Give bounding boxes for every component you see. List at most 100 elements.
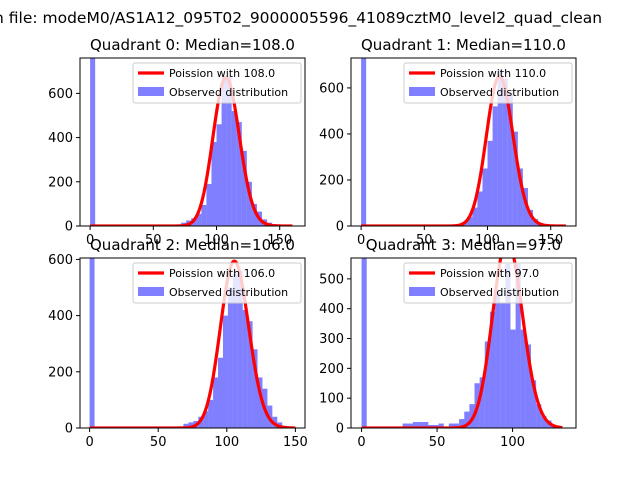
histogram-bar — [495, 290, 501, 428]
legend-hist-label: Observed distribution — [169, 286, 288, 299]
histogram-bar — [213, 377, 219, 428]
histogram-bar — [520, 329, 526, 428]
histogram-bar — [487, 140, 493, 226]
legend-hist-swatch — [138, 87, 164, 96]
histogram-bar — [418, 422, 424, 428]
histogram-bar — [90, 58, 96, 226]
legend-hist-label: Observed distribution — [440, 286, 559, 299]
histogram-bar — [502, 78, 508, 226]
x-tick-label: 100 — [204, 233, 229, 248]
histogram-bar — [412, 422, 419, 428]
histogram-bar — [227, 287, 233, 428]
y-tick-label: 200 — [319, 362, 344, 377]
histogram-bar — [247, 321, 253, 428]
histogram-bar — [246, 181, 252, 226]
x-tick-label: 0 — [357, 435, 365, 450]
x-tick-label: 100 — [214, 435, 239, 450]
x-tick-label: 150 — [283, 435, 308, 450]
x-tick-label: 100 — [475, 233, 500, 248]
x-tick-label: 100 — [500, 435, 525, 450]
histogram-bar — [252, 349, 258, 428]
x-tick-label: 50 — [150, 435, 167, 450]
histogram-bar — [497, 69, 503, 226]
histogram-bar — [206, 184, 212, 226]
y-tick-label: 200 — [48, 175, 73, 190]
panel-title: Quadrant 3: Median=97.0 — [366, 236, 561, 254]
plot-area — [360, 58, 567, 226]
histogram-bar — [232, 273, 238, 428]
y-tick-label: 500 — [319, 272, 344, 287]
histogram-bar — [510, 329, 516, 428]
legend-box — [132, 62, 302, 104]
legend-hist-label: Observed distribution — [169, 86, 288, 99]
legend: Poission with 106.0 Observed distribution — [132, 262, 302, 304]
poisson-curve — [361, 258, 563, 428]
histogram-bar — [527, 209, 534, 226]
x-tick-label: 0 — [357, 233, 365, 248]
histogram-bar — [479, 377, 485, 428]
x-tick-label: 150 — [538, 233, 563, 248]
histogram-bar — [183, 423, 189, 428]
y-tick-label: 200 — [319, 173, 344, 188]
histogram-bar — [241, 150, 247, 226]
axes-frame — [350, 257, 577, 429]
y-tick-label: 0 — [65, 422, 73, 437]
y-tick-label: 300 — [319, 332, 344, 347]
quadrant-panel-3: Quadrant 3: Median=97.00 50 10001002003004… — [319, 236, 577, 450]
legend-curve-label: Poission with 108.0 — [169, 67, 275, 80]
legend-curve-label: Poission with 106.0 — [169, 267, 275, 280]
histogram-bar — [492, 106, 498, 226]
y-tick-label: 0 — [65, 220, 73, 235]
legend: Poission with 97.0 Observed distribution — [403, 262, 573, 304]
x-tick-label: 50 — [145, 233, 162, 248]
histogram-bar — [541, 416, 547, 428]
histogram-bar — [484, 341, 490, 428]
quadrant-panel-2: Quadrant 2: Median=106.00 50 100 1500200400… — [48, 236, 308, 450]
histogram-bar — [251, 203, 257, 226]
legend-hist-swatch — [409, 287, 435, 296]
histogram-bar — [469, 404, 475, 428]
legend-box — [132, 262, 302, 304]
histogram-bar — [517, 168, 523, 226]
panel-title: Quadrant 0: Median=108.0 — [90, 36, 295, 54]
x-tick-label: 0 — [86, 233, 94, 248]
histogram-bar — [402, 423, 408, 428]
y-tick-label: 200 — [48, 365, 73, 380]
legend-hist-swatch — [409, 87, 435, 96]
legend: Poission with 108.0 Observed distribution — [132, 62, 302, 104]
y-tick-label: 0 — [336, 422, 344, 437]
histogram-bar — [89, 258, 95, 428]
y-tick-label: 600 — [319, 81, 344, 96]
histogram-bar — [242, 309, 248, 428]
histogram-bar — [407, 423, 413, 428]
histogram-bar — [211, 142, 217, 226]
y-tick-label: 400 — [319, 127, 344, 142]
histogram-bar — [477, 191, 483, 226]
y-tick-label: 400 — [319, 302, 344, 317]
legend-hist-swatch — [138, 287, 164, 296]
histogram-bar — [196, 213, 202, 226]
poisson-curve — [89, 76, 293, 226]
histogram-bar — [507, 92, 513, 226]
histogram-bar — [536, 404, 542, 428]
histogram-bar — [237, 270, 243, 428]
poisson-curve — [360, 74, 567, 226]
histogram-bar — [438, 423, 444, 428]
histogram-bar — [500, 302, 506, 428]
histogram-bar — [222, 315, 228, 428]
plot-area — [89, 258, 296, 428]
plot-area — [361, 258, 563, 428]
legend-curve-label: Poission with 110.0 — [440, 67, 546, 80]
x-tick-label: 0 — [85, 435, 93, 450]
histogram-bar — [522, 188, 528, 226]
y-tick-label: 100 — [319, 392, 344, 407]
histogram-bar — [505, 263, 511, 428]
histogram-bar — [361, 58, 367, 226]
y-tick-label: 0 — [336, 220, 344, 235]
legend-box — [403, 262, 573, 304]
histogram-bar — [423, 422, 429, 428]
histogram-bar — [531, 380, 537, 428]
plot-area — [89, 58, 293, 226]
panel-title: Quadrant 2: Median=106.0 — [90, 236, 295, 254]
axes-frame — [350, 57, 577, 227]
